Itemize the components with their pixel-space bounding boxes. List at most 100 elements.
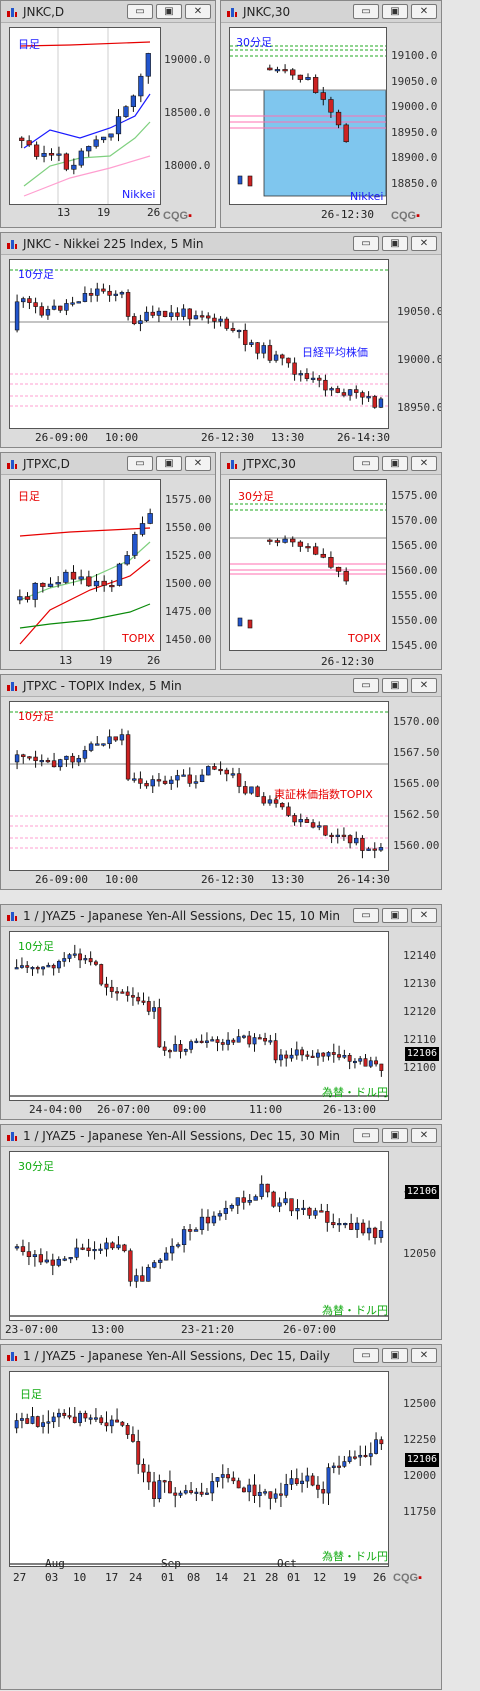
maximize-button[interactable]: ▣ (382, 1348, 408, 1363)
price-tick-label: 1565.00 (391, 539, 438, 552)
chart-plot-area[interactable]: 日足 為替・ドル円 (9, 1371, 389, 1567)
title-bar[interactable]: JTPXC,30 ▭ ▣ ✕ (221, 453, 441, 475)
maximize-button[interactable]: ▣ (156, 4, 182, 19)
chart-plot-area[interactable]: 10分足 為替・ドル円 (9, 931, 389, 1101)
candle-body (116, 1244, 121, 1249)
candle-body (51, 964, 56, 969)
price-tick-label: 1575.00 (391, 489, 438, 502)
candle-body (289, 1054, 294, 1059)
title-bar[interactable]: 1 / JYAZ5 - Japanese Yen-All Sessions, D… (1, 905, 441, 927)
time-tick-label: 13:00 (91, 1323, 125, 1336)
candle-body (25, 965, 30, 968)
close-button[interactable]: ✕ (411, 908, 437, 923)
candle-body (101, 743, 106, 746)
window-title: JNKC - Nikkei 225 Index, 5 Min (23, 237, 204, 251)
chart-plot-area[interactable]: 10分足 日経平均株価 (9, 259, 389, 429)
window-jnkc-30min[interactable]: JNKC,30 ▭ ▣ ✕ 30分足 Nikkei 19100.0 19050.0… (220, 0, 442, 228)
chart-plot-area[interactable]: 30分足 為替・ドル円 (9, 1151, 389, 1321)
candle-body (199, 1491, 204, 1495)
maximize-button[interactable]: ▣ (382, 1128, 408, 1143)
candle-body (115, 116, 122, 135)
price-tick-label: 12050 (403, 1247, 437, 1260)
close-button[interactable]: ✕ (411, 1348, 437, 1363)
candle-body (317, 377, 322, 381)
title-bar[interactable]: JNKC,D ▭ ▣ ✕ (1, 1, 215, 23)
time-tick-label: 24 (129, 1571, 143, 1584)
chart-plot-area[interactable]: 30分足 Nikkei (229, 27, 387, 205)
maximize-button[interactable]: ▣ (382, 236, 408, 251)
maximize-button[interactable]: ▣ (382, 678, 408, 693)
close-button[interactable]: ✕ (185, 4, 211, 19)
maximize-button[interactable]: ▣ (382, 4, 408, 19)
minimize-button[interactable]: ▭ (127, 456, 153, 471)
window-topix-5min[interactable]: JTPXC - TOPIX Index, 5 Min ▭ ▣ ✕ 10分足 東証… (0, 674, 442, 890)
chart-plot-area[interactable]: 10分足 東証株価指数TOPIX (9, 701, 389, 871)
window-yen-daily[interactable]: 1 / JYAZ5 - Japanese Yen-All Sessions, D… (0, 1344, 442, 1690)
price-tick-label: 1475.00 (165, 605, 212, 618)
candle-body (358, 1058, 363, 1062)
price-tick-label: 18950.0 (391, 125, 438, 139)
maximize-button[interactable]: ▣ (156, 456, 182, 471)
window-jtpxc-30min[interactable]: JTPXC,30 ▭ ▣ ✕ 30分足 TOPIX 1575.00 1570.00… (220, 452, 442, 670)
title-bar[interactable]: JTPXC,D ▭ ▣ ✕ (1, 453, 215, 475)
candle-body (199, 315, 205, 318)
candle-body (123, 106, 129, 117)
window-yen-30min[interactable]: 1 / JYAZ5 - Japanese Yen-All Sessions, D… (0, 1124, 442, 1340)
candle-body (56, 961, 61, 969)
maximize-button[interactable]: ▣ (382, 908, 408, 923)
candle-body (354, 837, 359, 844)
close-button[interactable]: ✕ (185, 456, 211, 471)
candle-body (14, 301, 20, 331)
minimize-button[interactable]: ▭ (353, 678, 379, 693)
candle-body (343, 124, 349, 143)
candle-body (183, 1490, 188, 1494)
close-button[interactable]: ✕ (411, 456, 437, 471)
chart-plot-area[interactable]: 30分足 TOPIX (229, 479, 387, 651)
candle-body (67, 1415, 72, 1418)
title-bar[interactable]: JNKC,30 ▭ ▣ ✕ (221, 1, 441, 23)
window-nikkei-5min[interactable]: JNKC - Nikkei 225 Index, 5 Min ▭ ▣ ✕ 10分… (0, 232, 442, 448)
minimize-button[interactable]: ▭ (353, 4, 379, 19)
window-title: JTPXC,30 (243, 457, 296, 471)
title-bar[interactable]: 1 / JYAZ5 - Japanese Yen-All Sessions, D… (1, 1125, 441, 1147)
maximize-button[interactable]: ▣ (382, 456, 408, 471)
minimize-button[interactable]: ▭ (353, 236, 379, 251)
candle-body (62, 1412, 67, 1416)
minimize-button[interactable]: ▭ (353, 456, 379, 471)
candle-body (224, 769, 229, 775)
chart-plot-area[interactable]: 日足 Nikkei (9, 27, 161, 205)
candle-body (88, 743, 94, 751)
window-jtpxc-daily[interactable]: JTPXC,D ▭ ▣ ✕ 日足 TOPIX 1575.00 1550.00 152… (0, 452, 216, 670)
candle-body (122, 1244, 127, 1252)
price-tick-label: 1560.00 (391, 564, 438, 577)
title-bar[interactable]: 1 / JYAZ5 - Japanese Yen-All Sessions, D… (1, 1345, 441, 1367)
chart-plot-area[interactable]: 日足 TOPIX (9, 479, 161, 651)
close-button[interactable]: ✕ (411, 236, 437, 251)
minimize-button[interactable]: ▭ (353, 1128, 379, 1143)
candle-body (304, 373, 310, 379)
candle-body (80, 1247, 85, 1250)
price-tick-label: 1555.00 (391, 589, 438, 602)
close-button[interactable]: ✕ (411, 678, 437, 693)
candle-body (119, 734, 125, 741)
close-button[interactable]: ✕ (411, 1128, 437, 1143)
window-yen-10min[interactable]: 1 / JYAZ5 - Japanese Yen-All Sessions, D… (0, 904, 442, 1120)
minimize-button[interactable]: ▭ (127, 4, 153, 19)
candle-body (360, 837, 365, 851)
instrument-label: 日経平均株価 (302, 346, 368, 359)
minimize-button[interactable]: ▭ (353, 1348, 379, 1363)
instrument-label: TOPIX (122, 632, 155, 645)
candlestick-chart (230, 503, 386, 629)
title-bar[interactable]: JNKC - Nikkei 225 Index, 5 Min ▭ ▣ ✕ (1, 233, 441, 255)
candle-body (119, 292, 125, 295)
close-button[interactable]: ✕ (411, 4, 437, 19)
candle-body (162, 1046, 167, 1051)
candle-body (51, 305, 57, 310)
candle-body (326, 1467, 331, 1494)
time-tick-label: 13 (59, 654, 73, 667)
window-jnkc-daily[interactable]: JNKC,D ▭ ▣ ✕ 日足 Nikkei 19000.0 18500.0 180… (0, 0, 216, 228)
minimize-button[interactable]: ▭ (353, 908, 379, 923)
candle-body (138, 778, 143, 784)
candle-body (282, 69, 288, 72)
title-bar[interactable]: JTPXC - TOPIX Index, 5 Min ▭ ▣ ✕ (1, 675, 441, 697)
